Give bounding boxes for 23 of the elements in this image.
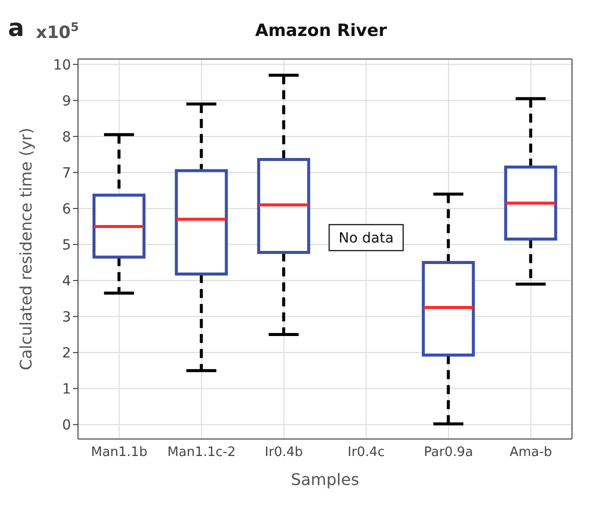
x-tick-label: Man1.1c-2 [167,445,236,460]
y-tick-label: 2 [62,346,71,362]
y-tick-label: 7 [62,165,71,182]
y-tick-label: 1 [62,382,71,398]
y-tick-label: 5 [62,237,71,254]
y-tick-label: 10 [53,57,71,74]
x-tick-label: Ir0.4b [264,445,303,460]
y-tick-label: 8 [62,129,71,146]
text: x10$^{5}$ [36,20,79,43]
x-tick-label: Man1.1b [90,445,148,460]
y-tick-label: 3 [62,310,71,326]
y-tick-label: 6 [62,201,72,218]
text: a [8,14,24,42]
x-tick-label: Par0.9a [424,445,474,460]
x-tick-label: Ir0.4c [348,445,385,460]
y-tick-label: 9 [62,93,71,110]
annotation: No data [338,230,394,247]
y-tick-label: 4 [62,273,72,290]
x-tick-label: Ama-b [510,445,552,460]
chart-title: Amazon River [255,21,388,41]
y-axis-title: Calculated residence time (yr) [16,128,36,370]
x-axis-title: Samples [290,470,360,489]
y-tick-label: 0 [62,418,71,434]
